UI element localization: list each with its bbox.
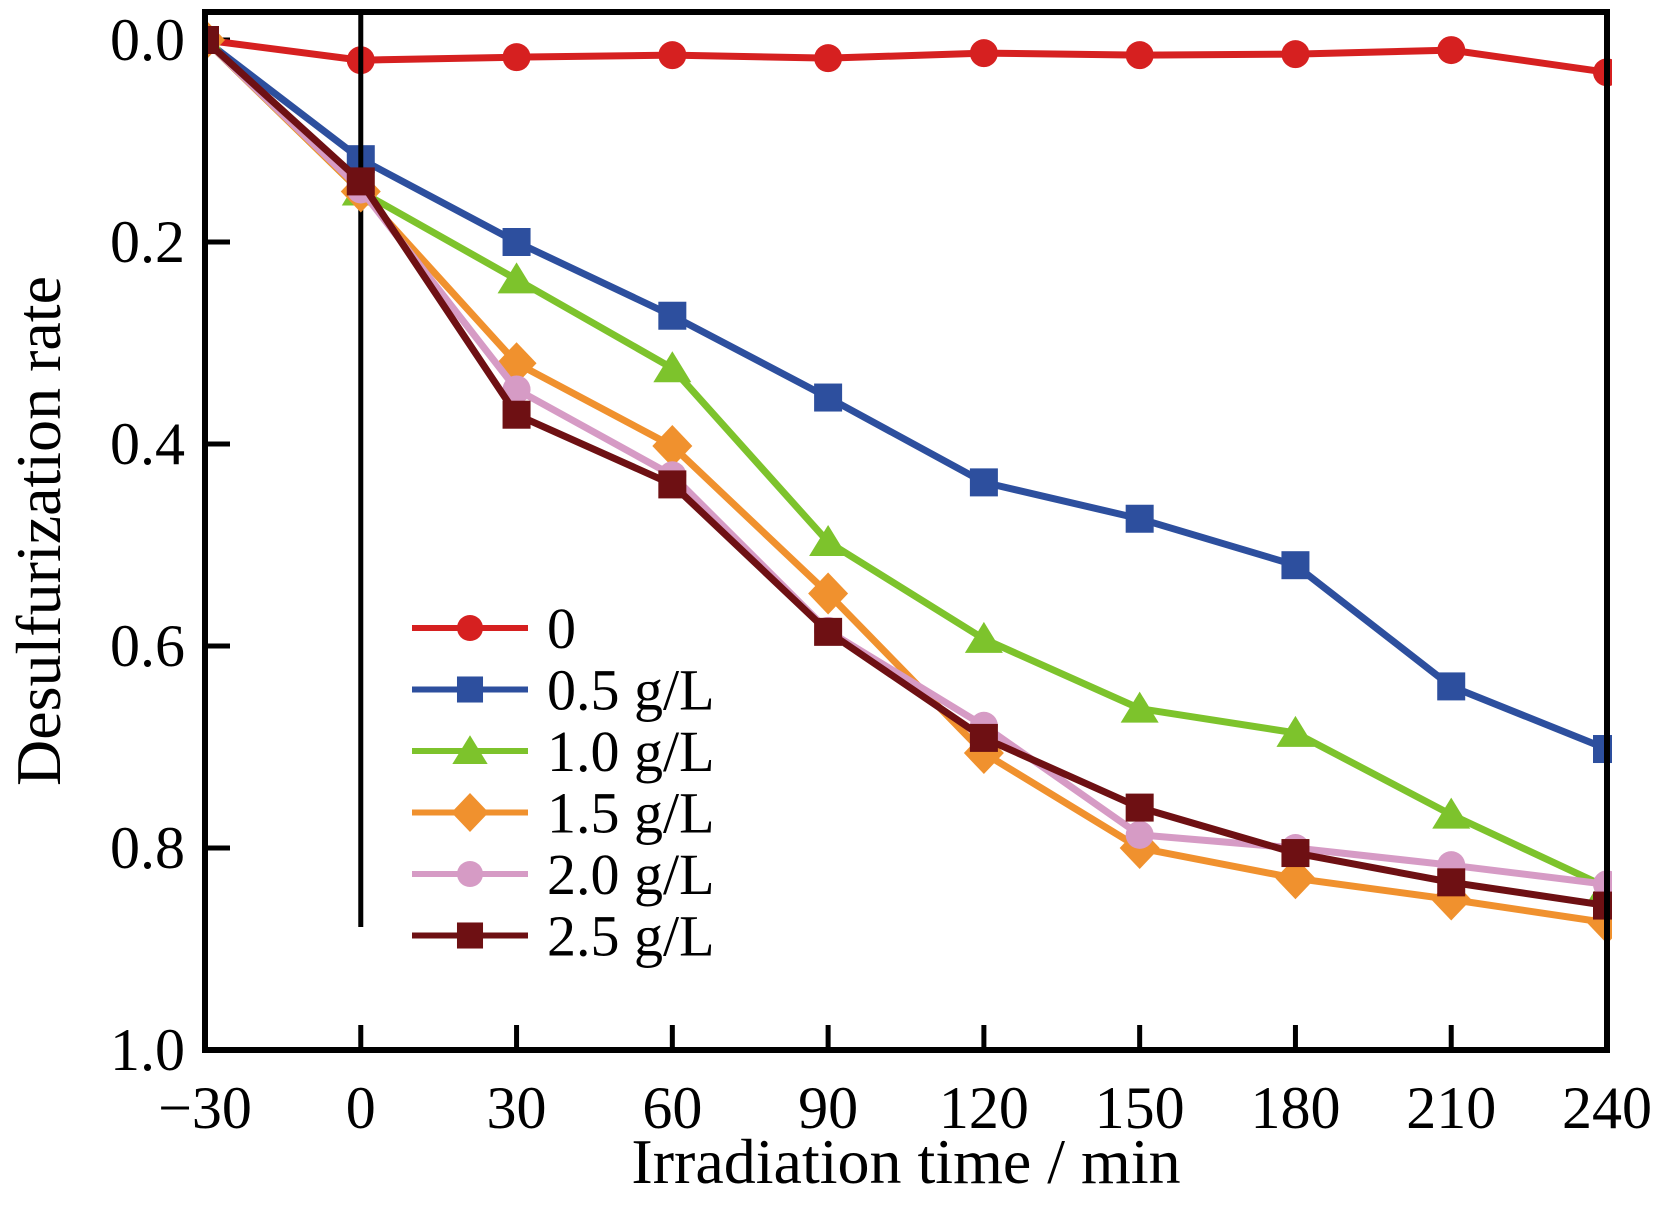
legend-marker — [456, 860, 484, 888]
series-line — [203, 37, 1608, 927]
series-line — [204, 36, 1608, 76]
series-line — [203, 37, 1608, 910]
legend-label: 0 — [547, 596, 576, 661]
data-point-marker — [1120, 691, 1159, 723]
data-point-marker — [658, 301, 687, 330]
data-point-marker — [502, 228, 531, 256]
plot-frame — [202, 9, 1610, 1053]
data-point-marker — [1437, 36, 1466, 65]
data-point-marker — [502, 400, 531, 429]
legend-label: 1.5 g/L — [547, 781, 715, 846]
data-point-marker — [653, 351, 692, 383]
legend: 00.5 g/L1.0 g/L1.5 g/L2.0 g/L2.5 g/L — [412, 596, 715, 969]
data-point-marker — [814, 617, 843, 646]
series-2-5-g-l — [203, 26, 1612, 920]
data-point-marker — [964, 621, 1003, 653]
data-point-marker — [1125, 41, 1154, 70]
series-line — [203, 37, 1608, 888]
data-point-marker — [1281, 839, 1310, 868]
data-point-marker — [1276, 715, 1315, 747]
x-axis-tick-label: 30 — [487, 1075, 547, 1141]
data-point-marker — [1281, 40, 1310, 69]
data-point-marker — [502, 375, 531, 404]
legend-marker — [452, 735, 488, 765]
legend-label: 2.5 g/L — [547, 904, 715, 969]
data-point-marker — [814, 44, 843, 73]
x-axis-tick-label: 210 — [1406, 1075, 1496, 1141]
series-line — [203, 37, 1609, 753]
series-0 — [203, 26, 1612, 87]
data-point-marker — [658, 41, 687, 70]
data-point-marker — [808, 572, 849, 615]
x-axis-tick-label: 120 — [939, 1075, 1029, 1141]
legend-marker — [451, 792, 489, 833]
legend-item: 0.5 g/L — [412, 658, 715, 723]
data-point-marker — [1437, 868, 1466, 897]
legend-item: 2.5 g/L — [412, 904, 715, 969]
legend-marker — [456, 676, 484, 703]
x-axis-tick-label: 90 — [798, 1075, 858, 1141]
y-axis-tick-label: 0.8 — [110, 815, 185, 881]
series-line — [203, 37, 1609, 891]
x-axis-tick-labels: −30 0 30 60 90 120 150 180 210 240 — [158, 1075, 1652, 1141]
data-point-marker — [969, 468, 998, 497]
y-axis-tick-label: 0.6 — [110, 613, 185, 679]
data-point-marker — [1437, 672, 1466, 701]
data-point-marker — [1275, 857, 1316, 900]
y-axis-tick-label: 0.2 — [110, 209, 185, 275]
legend-label: 0.5 g/L — [547, 658, 715, 723]
x-axis-tick-label: 150 — [1095, 1075, 1185, 1141]
legend-item: 1.0 g/L — [412, 719, 715, 784]
y-axis-tick-label: 0.0 — [110, 7, 185, 73]
data-point-marker — [1125, 504, 1154, 533]
data-point-marker — [1432, 797, 1471, 829]
legend-item: 1.5 g/L — [412, 781, 715, 846]
legend-marker — [456, 614, 484, 642]
x-axis-tick-label: −30 — [158, 1075, 252, 1141]
x-axis-tick-label: 60 — [642, 1075, 702, 1141]
y-axis-tick-label: 0.4 — [110, 411, 185, 477]
data-point-marker — [814, 383, 843, 412]
data-point-marker — [969, 39, 998, 68]
legend-marker — [456, 922, 484, 949]
data-point-marker — [346, 167, 375, 196]
data-point-marker — [969, 723, 998, 752]
data-point-marker — [809, 524, 848, 556]
x-axis-tick-label: 240 — [1562, 1075, 1652, 1141]
x-axis-tick-label: 180 — [1250, 1075, 1340, 1141]
data-point-marker — [1125, 820, 1154, 849]
data-point-marker — [502, 43, 531, 72]
legend-item: 0 — [412, 596, 576, 661]
y-axis-title: Desulfurization rate — [3, 276, 74, 786]
legend-item: 2.0 g/L — [412, 842, 715, 907]
legend-label: 2.0 g/L — [547, 842, 715, 907]
x-axis-tick-label: 0 — [346, 1075, 376, 1141]
data-point-marker — [497, 262, 536, 294]
data-point-marker — [1125, 793, 1154, 822]
legend-label: 1.0 g/L — [547, 719, 715, 784]
data-point-marker — [652, 425, 693, 468]
y-axis-tick-label: 1.0 — [110, 1017, 185, 1083]
x-axis-title: Irradiation time / min — [631, 1126, 1180, 1197]
y-axis-tick-labels: 0.0 0.2 0.4 0.6 0.8 1.0 — [110, 7, 185, 1083]
data-point-marker — [658, 470, 687, 499]
data-point-marker — [1281, 551, 1310, 580]
